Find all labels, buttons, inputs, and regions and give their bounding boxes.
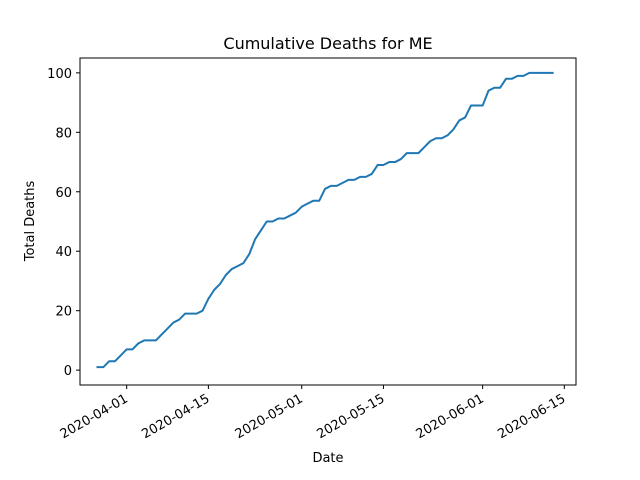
y-tick-label: 0 <box>64 364 72 379</box>
y-tick-label: 60 <box>55 186 72 201</box>
y-tick-label: 100 <box>47 67 72 82</box>
y-tick-label: 80 <box>55 126 72 141</box>
y-tick-label: 40 <box>55 245 72 260</box>
y-axis-title: Total Deaths <box>23 180 38 262</box>
x-axis-title: Date <box>312 451 343 466</box>
chart-title: Cumulative Deaths for ME <box>223 34 432 53</box>
axes-frame <box>79 57 577 386</box>
plot-layer <box>96 71 554 369</box>
y-tick-label: 20 <box>55 305 72 320</box>
series-line-0 <box>96 71 554 369</box>
